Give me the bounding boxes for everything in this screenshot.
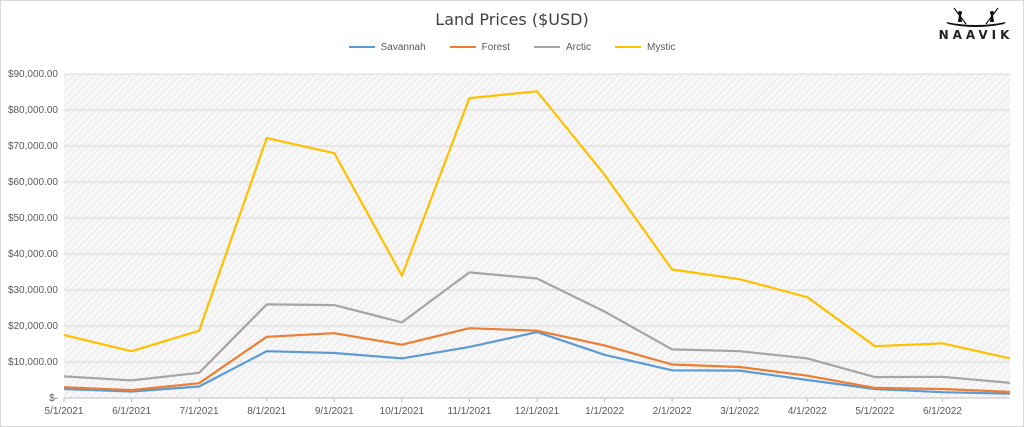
x-tick-label: 2/1/2022 <box>653 406 692 417</box>
y-tick-label: $30,000.00 <box>8 285 58 296</box>
legend-swatch <box>615 46 642 48</box>
x-tick-label: 4/1/2022 <box>788 406 827 417</box>
x-tick-label: 6/1/2022 <box>923 406 962 417</box>
x-tick-label: 12/1/2021 <box>515 406 560 417</box>
legend-item-mystic: Mystic <box>615 42 675 53</box>
y-tick-label: $40,000.00 <box>8 249 58 260</box>
legend: Savannah Forest Arctic Mystic <box>0 40 1024 53</box>
x-tick-label: 7/1/2021 <box>180 406 219 417</box>
logo-text: NAAVIK <box>938 28 1014 42</box>
x-tick-label: 1/1/2022 <box>585 406 624 417</box>
x-tick-label: 10/1/2021 <box>380 406 425 417</box>
series-line-mystic <box>63 90 1011 360</box>
naavik-logo: NAAVIK <box>934 4 1018 48</box>
x-tick-label: 6/1/2021 <box>112 406 151 417</box>
legend-swatch <box>348 46 375 48</box>
y-tick-label: $70,000.00 <box>8 141 58 152</box>
y-tick-label: $20,000.00 <box>8 321 58 332</box>
y-tick-label: $10,000.00 <box>8 357 58 368</box>
x-tick-label: 9/1/2021 <box>315 406 354 417</box>
y-tick-label: $60,000.00 <box>8 177 58 188</box>
plot-background <box>64 74 1010 398</box>
legend-swatch <box>449 46 476 48</box>
x-tick-label: 5/1/2022 <box>855 406 894 417</box>
legend-swatch <box>534 46 561 48</box>
series-line-savannah <box>63 331 1011 395</box>
x-tick-label: 11/1/2021 <box>448 406 492 417</box>
legend-item-savannah: Savannah <box>348 41 426 53</box>
y-tick-label: $- <box>49 393 58 404</box>
series-line-arctic <box>63 271 1011 384</box>
y-tick-label: $90,000.00 <box>8 69 58 80</box>
y-tick-label: $50,000.00 <box>8 213 58 224</box>
series-line-forest <box>63 327 1011 393</box>
legend-label: Mystic <box>647 41 676 53</box>
legend-label: Arctic <box>566 41 592 53</box>
x-tick-label: 3/1/2022 <box>720 406 759 417</box>
legend-item-forest: Forest <box>449 41 511 53</box>
x-tick-label: 8/1/2021 <box>247 406 286 417</box>
legend-item-arctic: Arctic <box>534 42 591 53</box>
y-tick-label: $80,000.00 <box>8 105 58 116</box>
legend-label: Savannah <box>380 41 426 53</box>
chart-title: Land Prices ($USD) <box>435 10 589 29</box>
canoe-icon <box>946 7 1006 27</box>
x-tick-label: 5/1/2021 <box>45 406 84 417</box>
legend-label: Forest <box>481 41 511 53</box>
